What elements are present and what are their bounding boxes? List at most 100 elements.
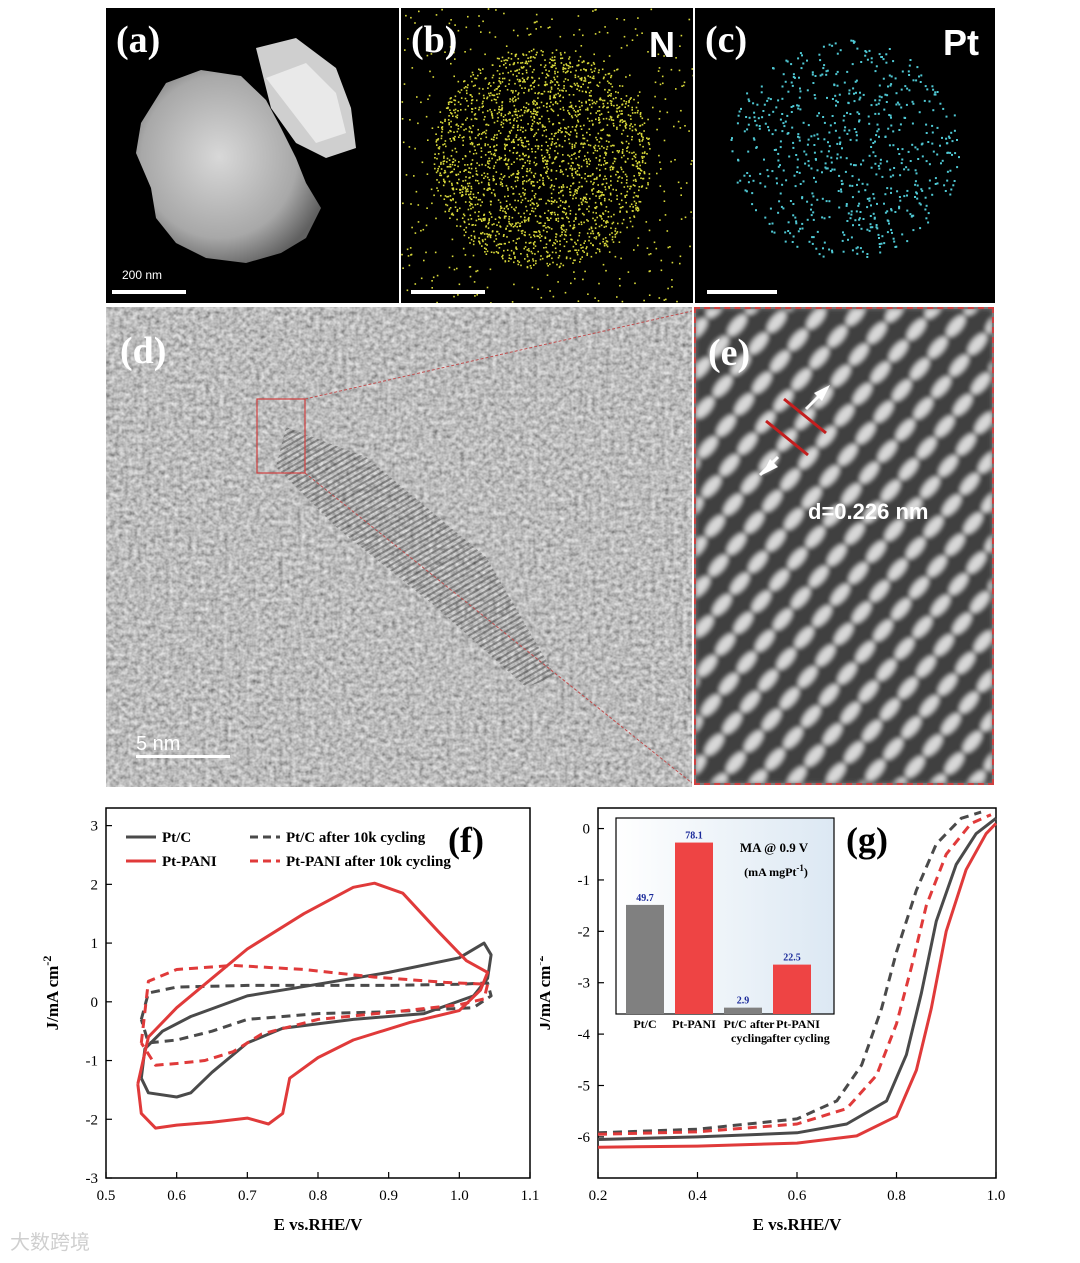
- n-dot: [514, 199, 516, 202]
- n-dot: [612, 97, 615, 100]
- n-dot: [561, 231, 563, 233]
- n-dot: [582, 137, 584, 140]
- series-line: [597, 822, 998, 1149]
- n-dot: [531, 207, 534, 210]
- n-dot: [596, 84, 598, 86]
- pt-dot: [870, 104, 873, 107]
- pt-dot: [835, 99, 838, 102]
- n-dot: [494, 154, 497, 157]
- panel-b-n-map: (b) N: [401, 8, 693, 303]
- n-dot: [472, 175, 474, 177]
- n-dot: [414, 232, 417, 234]
- n-dot: [560, 131, 563, 134]
- n-dot: [666, 230, 669, 232]
- n-dot: [536, 51, 538, 54]
- n-dot: [493, 178, 495, 181]
- n-dot: [620, 47, 623, 49]
- n-dot: [454, 24, 456, 26]
- pt-dot: [956, 166, 959, 169]
- n-dot: [437, 170, 439, 172]
- n-dot: [443, 180, 445, 182]
- n-dot: [605, 269, 607, 272]
- n-dot: [469, 127, 472, 130]
- n-dot: [538, 91, 540, 94]
- n-dot: [635, 129, 637, 132]
- n-dot: [450, 97, 452, 99]
- pt-dot: [763, 103, 766, 106]
- n-dot: [556, 102, 559, 105]
- n-dot: [524, 62, 527, 64]
- pt-dot: [947, 151, 950, 154]
- n-dot: [467, 84, 469, 86]
- n-dot: [571, 86, 573, 88]
- n-dot: [576, 64, 578, 67]
- n-dot: [454, 135, 456, 138]
- n-dot: [434, 251, 437, 254]
- n-dot: [530, 50, 533, 52]
- pt-dot: [840, 179, 843, 182]
- n-dot: [585, 100, 587, 103]
- n-dot: [513, 62, 516, 64]
- n-dot: [455, 201, 457, 204]
- pt-dot: [755, 146, 758, 149]
- pt-dot: [940, 162, 942, 165]
- n-dot: [586, 219, 588, 221]
- n-dot: [544, 212, 546, 214]
- n-dot: [497, 243, 500, 246]
- n-dot: [564, 140, 566, 142]
- n-dot: [507, 57, 510, 59]
- n-dot: [478, 182, 480, 185]
- n-dot: [648, 229, 651, 232]
- n-dot: [627, 271, 630, 273]
- n-dot: [483, 233, 486, 235]
- n-dot: [626, 150, 628, 152]
- n-dot: [493, 94, 496, 97]
- n-dot: [533, 195, 536, 197]
- n-dot: [521, 232, 523, 235]
- n-dot: [604, 237, 607, 239]
- n-dot: [448, 210, 450, 212]
- pt-dot: [797, 230, 800, 233]
- n-dot: [598, 117, 600, 119]
- n-dot: [457, 29, 460, 32]
- n-dot: [435, 139, 438, 141]
- n-dot: [599, 242, 601, 245]
- n-dot: [590, 232, 592, 235]
- pt-dot: [807, 164, 810, 167]
- pt-dot: [753, 111, 756, 114]
- n-dot: [576, 192, 578, 194]
- n-dot: [464, 186, 467, 189]
- n-dot: [555, 218, 557, 220]
- y-tick-label: -1: [578, 873, 591, 889]
- n-dot: [555, 178, 557, 180]
- n-dot: [616, 170, 618, 173]
- n-dot: [498, 247, 501, 249]
- pt-dot: [908, 74, 911, 76]
- n-dot: [648, 177, 651, 180]
- n-dot: [684, 125, 686, 127]
- n-dot: [519, 158, 521, 161]
- n-dot: [514, 55, 517, 58]
- n-dot: [567, 162, 570, 165]
- n-dot: [588, 163, 591, 165]
- n-dot: [598, 159, 601, 161]
- n-dot: [437, 153, 440, 155]
- n-dot: [552, 123, 555, 125]
- pt-dot: [798, 136, 801, 139]
- n-dot: [504, 260, 507, 263]
- pt-dot: [869, 223, 872, 226]
- n-dot: [507, 158, 510, 161]
- n-dot: [528, 143, 530, 146]
- n-dot: [564, 201, 566, 204]
- n-dot: [559, 108, 562, 110]
- n-dot: [471, 80, 473, 83]
- n-dot: [531, 150, 533, 153]
- n-dot: [494, 36, 497, 38]
- n-dot: [444, 180, 446, 183]
- n-dot: [456, 208, 459, 211]
- n-dot: [597, 191, 600, 193]
- n-dot: [440, 137, 443, 140]
- n-dot: [597, 71, 600, 74]
- pt-dot: [807, 160, 810, 163]
- inset-category-label: Pt-PANI: [672, 1017, 716, 1031]
